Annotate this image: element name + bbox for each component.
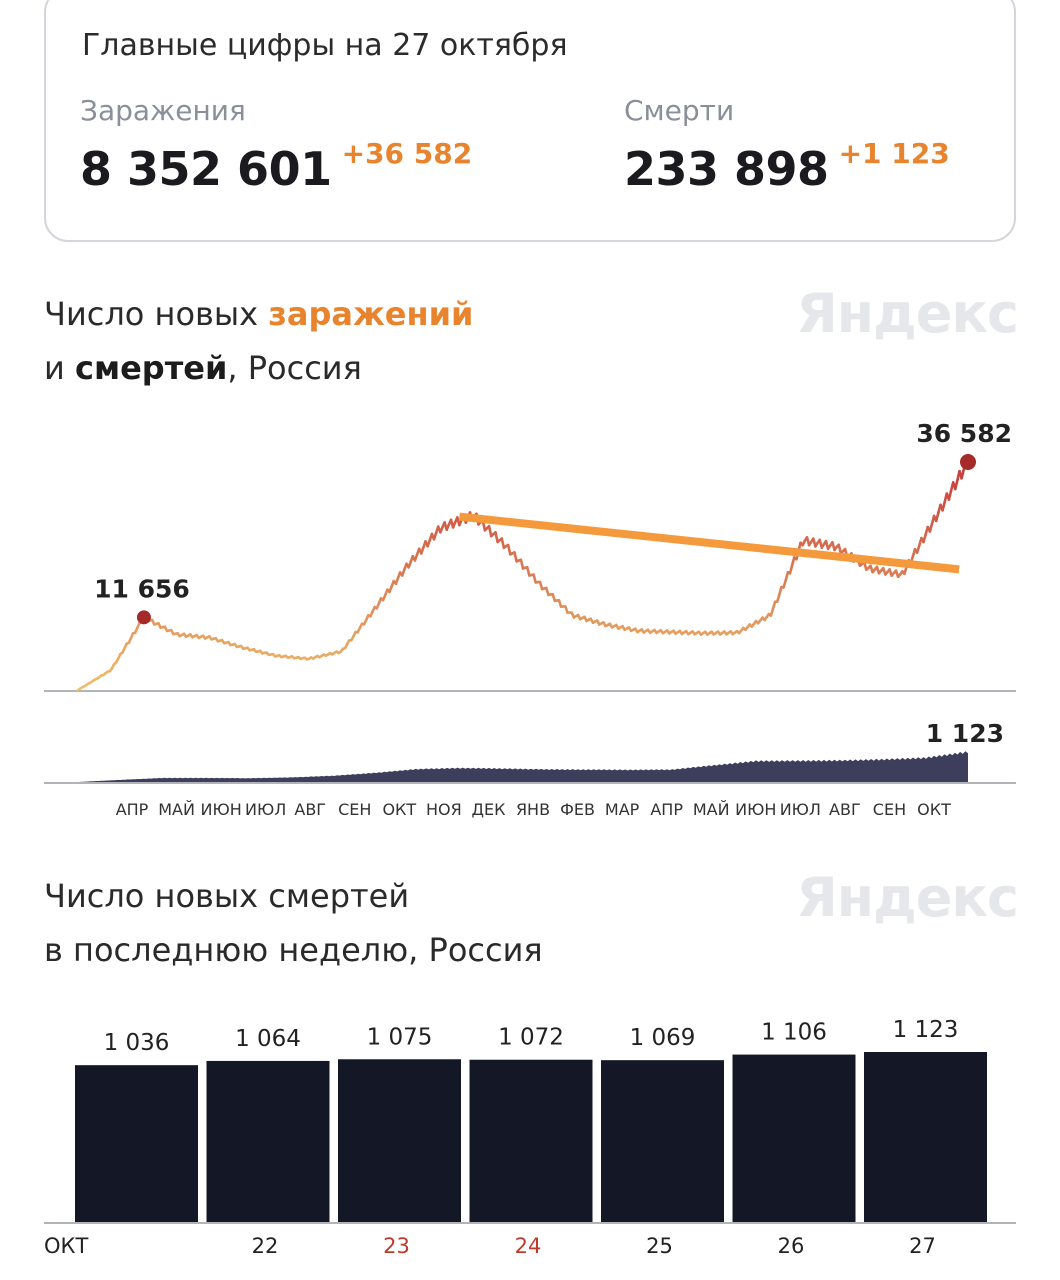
bar — [338, 1059, 461, 1222]
infections-line-segment — [953, 478, 959, 491]
peak-marker-2 — [960, 454, 976, 470]
x-tick-label: ОКТ — [382, 800, 416, 819]
bar-value-label: 1 064 — [235, 1026, 301, 1052]
x-tick-label: СЕН — [873, 800, 906, 819]
x-tick-label: 22 — [252, 1234, 279, 1258]
chart1-title: Число новых заражений и смертей, Россия — [44, 287, 473, 395]
infections-label: Заражения — [80, 94, 246, 127]
bar-value-label: 1 036 — [104, 1030, 170, 1056]
infections-line-segment — [928, 522, 934, 533]
deaths-stat: Смерти 233 898 +1 123 — [624, 94, 950, 196]
bar-value-label: 1 069 — [630, 1025, 696, 1051]
infections-line-segment — [513, 551, 518, 563]
infections-line-segment — [947, 489, 953, 501]
summary-card: Главные цифры на 27 октября Заражения 8 … — [44, 0, 1016, 242]
x-tick-label: МАЙ — [158, 800, 195, 819]
x-tick-label: АПР — [116, 800, 149, 819]
bar — [206, 1060, 330, 1222]
bar — [864, 1052, 987, 1222]
deaths-value: 233 898 — [624, 142, 829, 196]
deaths-label: 1 123 — [926, 719, 1004, 748]
infections-line-segment — [525, 565, 531, 577]
yandex-logo: Яндекс — [796, 282, 1019, 345]
chart1-title-bold: смертей — [74, 349, 228, 387]
bar — [469, 1059, 593, 1222]
bar-value-label: 1 072 — [498, 1025, 564, 1051]
x-tick-label: ОКТ — [44, 1234, 88, 1258]
x-tick-label: НОЯ — [426, 800, 462, 819]
bar-value-label: 1 123 — [893, 1017, 959, 1043]
x-tick-label: СЕН — [338, 800, 371, 819]
chart1-title-part3: , Россия — [227, 349, 362, 387]
x-tick-label: 24 — [515, 1234, 542, 1258]
weekly-deaths-bar-chart: 1 036 ОКТ 1 064 22 1 075 23 1 072 24 1 069 25 1 10… — [44, 1017, 1016, 1258]
x-tick-label: 25 — [646, 1234, 673, 1258]
x-tick-label: ДЕК — [471, 800, 506, 819]
x-tick-label: ИЮН — [735, 800, 776, 819]
x-tick-label: АВГ — [294, 800, 326, 819]
infections-stat: Заражения 8 352 601 +36 582 — [80, 94, 472, 196]
chart1-title-highlight: заражений — [268, 295, 474, 333]
deaths-delta: +1 123 — [838, 137, 950, 170]
infections-line-segment — [788, 564, 794, 575]
x-tick-label: МАР — [605, 800, 640, 819]
x-tick-label: МАЙ — [693, 800, 730, 819]
yandex-logo-2: Яндекс — [796, 866, 1019, 929]
infections-line-segment — [500, 537, 506, 550]
x-tick-label: ОКТ — [917, 800, 951, 819]
infections-line-segment — [519, 558, 525, 570]
infections-line-segment — [487, 524, 493, 538]
x-tick-label: АВГ — [829, 800, 861, 819]
peak-label-2: 36 582 — [916, 419, 1012, 448]
deaths-area — [78, 751, 968, 782]
peak-marker-1 — [136, 610, 151, 625]
infections-line-segment — [532, 573, 538, 584]
infections-line-segment — [506, 543, 512, 556]
chart2-title-line1: Число новых смертей — [44, 877, 410, 915]
infections-value: 8 352 601 — [80, 142, 332, 196]
x-tick-label: ФЕВ — [560, 800, 595, 819]
bar-value-label: 1 075 — [367, 1024, 433, 1050]
x-tick-label: 27 — [909, 1234, 936, 1258]
peak-label-1: 11 656 — [94, 574, 190, 603]
x-tick-label: АПР — [650, 800, 683, 819]
chart1-title-part1: Число новых — [44, 295, 269, 333]
infections-line-segment — [784, 571, 790, 582]
x-tick-label: ИЮЛ — [245, 800, 286, 819]
x-tick-label: 23 — [383, 1234, 410, 1258]
infections-delta: +36 582 — [341, 137, 473, 170]
infections-line-segment — [960, 467, 966, 480]
bar — [75, 1065, 198, 1222]
chart2-title-line2: в последнюю неделю, Россия — [44, 931, 543, 969]
infections-line-segment — [494, 531, 499, 544]
chart2-title: Число новых смертей в последнюю неделю, … — [44, 869, 543, 977]
x-tick-label: ИЮН — [200, 800, 241, 819]
x-tick-label: ЯНВ — [516, 800, 550, 819]
infections-line-segment — [934, 511, 940, 523]
deaths-label: Смерти — [624, 94, 735, 127]
bar — [732, 1054, 856, 1222]
summary-title: Главные цифры на 27 октября — [82, 28, 568, 63]
x-tick-label: 26 — [778, 1234, 805, 1258]
trend-line — [458, 512, 960, 574]
bar-value-label: 1 106 — [761, 1020, 827, 1046]
infections-line-segment — [941, 500, 947, 512]
bar — [601, 1060, 724, 1222]
chart1-title-part2: и — [44, 349, 75, 387]
x-tick-label: ИЮЛ — [780, 800, 821, 819]
